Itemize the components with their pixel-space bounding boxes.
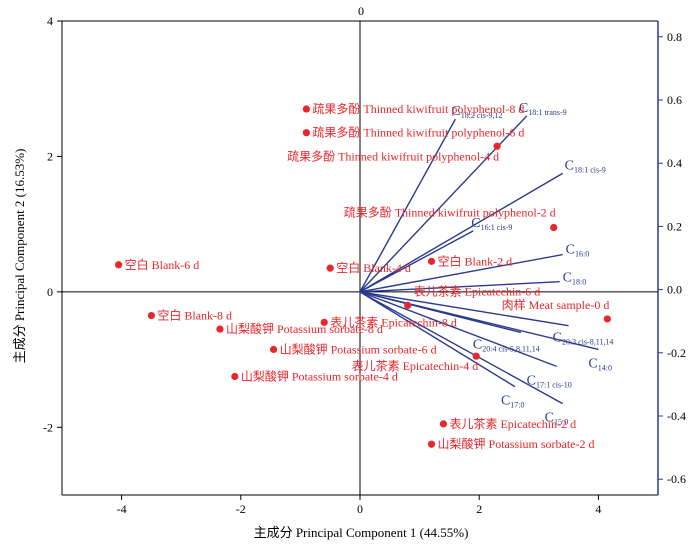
sample-point	[427, 257, 436, 265]
sample-point	[302, 105, 310, 113]
sample-point	[493, 142, 501, 150]
sample-point	[231, 372, 239, 381]
sample-label: 疏果多酚 Thinned kiwifruit polyphenol-6 d	[312, 125, 524, 140]
sample-label: 山梨酸钾 Potassium sorbate-4 d	[241, 369, 398, 384]
x-tick-label: 2	[476, 502, 482, 516]
sample-label: 疏果多酚 Thinned kiwifruit polyphenol-8 d	[312, 101, 524, 116]
right-tick-label: -0.2	[667, 346, 686, 360]
x-tick-label: 4	[595, 502, 601, 516]
right-tick-label: 0.6	[667, 93, 682, 107]
sample-label: 表儿茶素 Epicatechin-8 d	[330, 314, 457, 329]
loading-vector	[359, 253, 563, 293]
sample-point	[439, 420, 448, 428]
loading-vector	[359, 172, 563, 293]
right-tick-label: 0.4	[667, 156, 682, 170]
right-tick-label: -0.6	[667, 472, 686, 486]
loading-vector	[359, 230, 474, 293]
y-axis-title: 主成分 Principal Component 2 (16.53%)	[12, 149, 27, 364]
right-tick-label: 0.2	[667, 219, 682, 233]
right-tick-label: -0.4	[667, 409, 686, 423]
loading-label: C15:0	[545, 411, 569, 427]
loading-label: C17:1 cis-10	[527, 373, 572, 389]
loading-label: C18:1 trans-9	[519, 101, 567, 117]
loading-vector	[359, 291, 569, 327]
sample-label: 疏果多酚 Thinned kiwifruit polyphenol-4 d	[287, 148, 499, 163]
loading-vector	[359, 118, 456, 293]
x-tick-label: -2	[236, 502, 246, 516]
x-axis-title: 主成分 Principal Component 1 (44.55%)	[254, 525, 469, 540]
sample-label: 疏果多酚 Thinned kiwifruit polyphenol-2 d	[344, 205, 556, 220]
sample-point	[269, 345, 278, 354]
sample-label: 空白 Blank-6 d	[125, 257, 200, 272]
sample-point	[147, 311, 155, 320]
loading-vector	[359, 291, 563, 405]
sample-label: 山梨酸钾 Potassium sorbate-6 d	[280, 341, 437, 356]
x-tick-label: 0	[357, 502, 363, 516]
y-tick-label: 0	[47, 285, 53, 299]
loading-vector	[359, 291, 557, 367]
sample-point	[427, 440, 436, 448]
y-tick-label: 4	[47, 14, 53, 28]
sample-point	[550, 223, 558, 232]
sample-label: 表儿茶素 Epicatechin-2 d	[449, 416, 576, 431]
y-tick-label: -2	[43, 420, 53, 434]
sample-label: 表儿茶素 Epicatechin-6 d	[414, 283, 541, 298]
x-tick-label: -4	[117, 502, 127, 516]
loading-label: C14:0	[588, 356, 612, 372]
sample-point	[603, 315, 611, 323]
sample-point	[326, 264, 334, 272]
sample-point	[302, 129, 310, 137]
sample-point	[216, 325, 224, 333]
sample-point	[404, 301, 412, 309]
loading-label: C18:2 cis-9,12	[451, 104, 502, 120]
loading-label: C20:3 cis-8,11,14	[553, 331, 614, 347]
sample-label: 山梨酸钾 Potassium sorbate-8 d	[226, 321, 383, 336]
top-axis-label: 0	[358, 4, 364, 18]
sample-point	[472, 352, 480, 360]
sample-label: 肉样 Meat sample-0 d	[502, 297, 610, 312]
y-tick-label: 2	[47, 149, 53, 163]
sample-label: 山梨酸钾 Potassium sorbate-2 d	[438, 436, 595, 451]
loading-label: C18:0	[563, 271, 587, 287]
loading-label: C17:0	[501, 394, 525, 410]
loading-label: C16:1 cis-9	[471, 216, 512, 232]
sample-label: 空白 Blank-2 d	[438, 253, 513, 268]
loading-vector	[359, 291, 599, 351]
loading-label: C16:0	[566, 243, 590, 259]
right-tick-label: 0.8	[667, 30, 682, 44]
sample-label: 空白 Blank-8 d	[157, 308, 232, 323]
loading-label: C20:4 cis-5,8,11,14	[473, 337, 540, 353]
sample-point	[320, 318, 328, 326]
sample-label: 空白 Blank-4 d	[336, 260, 411, 275]
right-tick-label: 0.0	[667, 283, 682, 297]
loading-vector	[359, 291, 516, 388]
loading-label: C18:1 cis-9	[565, 158, 606, 174]
sample-point	[115, 261, 123, 269]
sample-label: 表儿茶素 Epicatechin-4 d	[352, 358, 479, 373]
loading-vector	[359, 281, 560, 293]
